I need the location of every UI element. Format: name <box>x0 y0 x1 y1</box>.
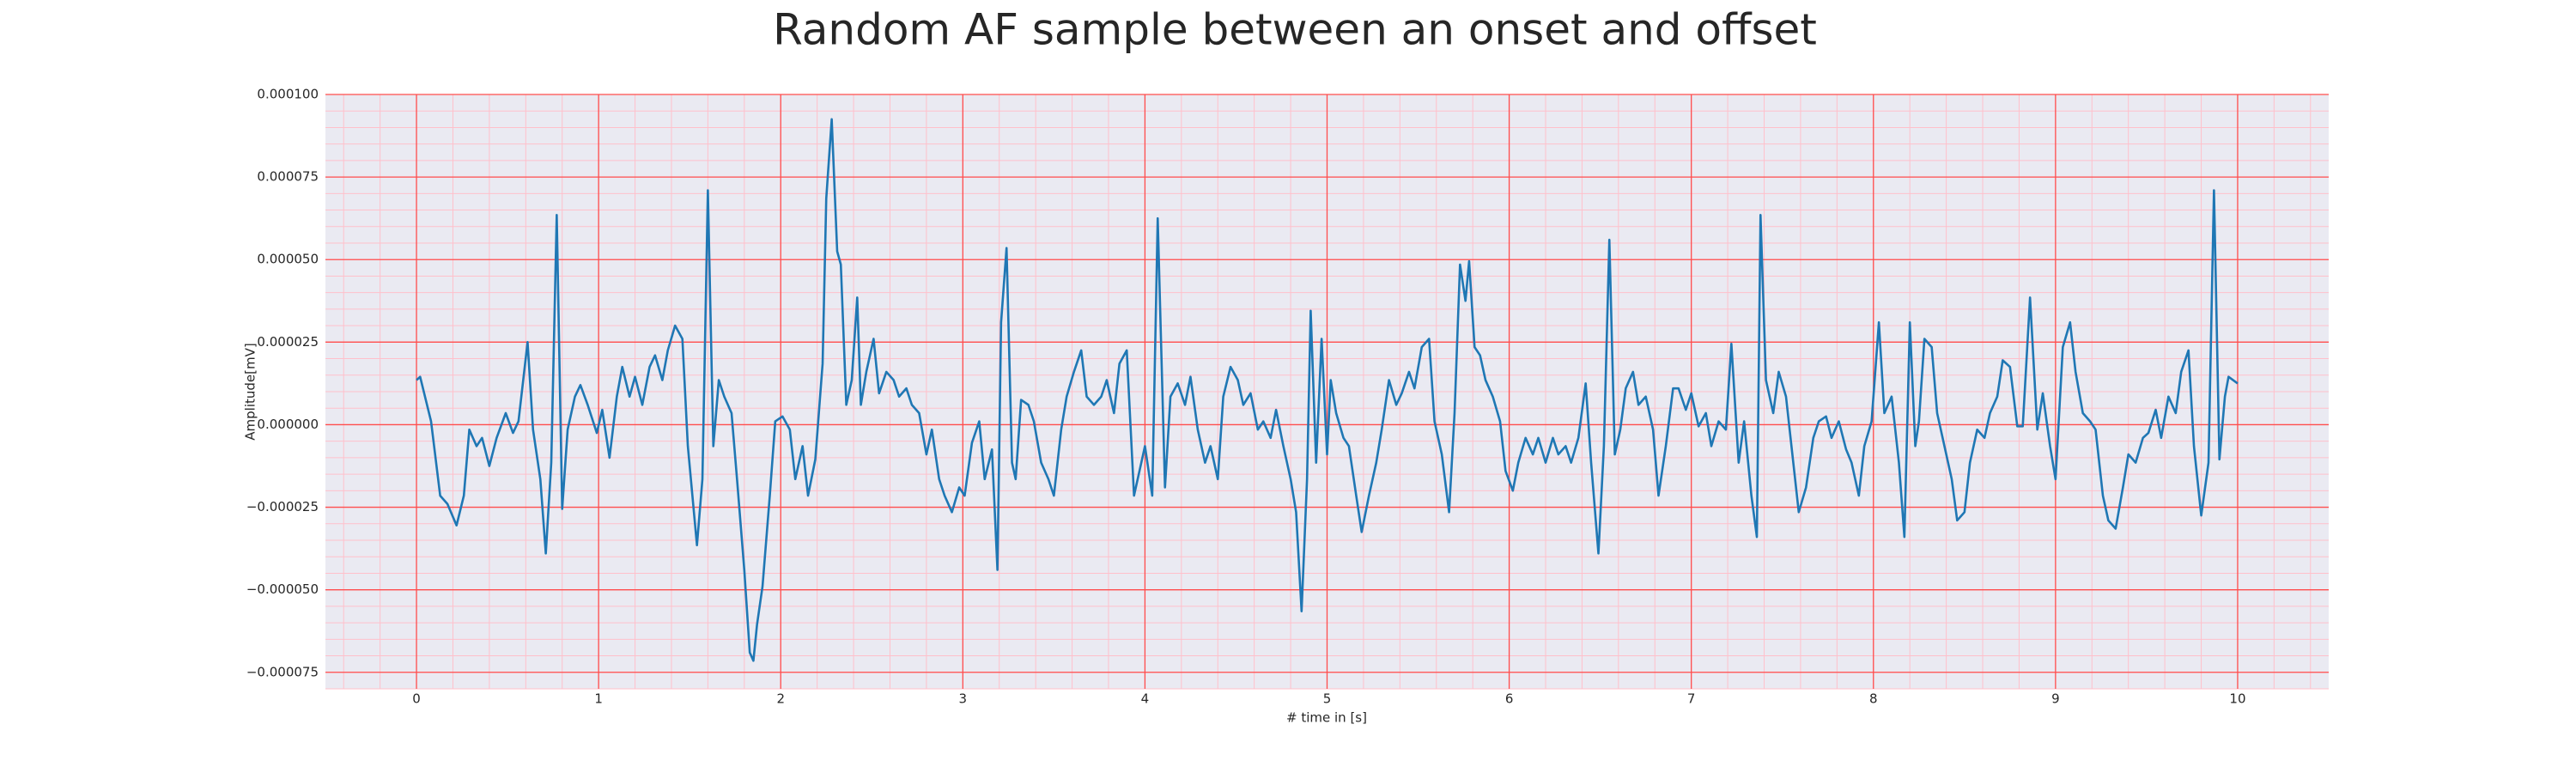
x-tick-label: 1 <box>594 691 603 707</box>
series <box>416 118 2239 662</box>
x-axis-label: # time in [s] <box>1286 710 1367 726</box>
x-tick-label: 10 <box>2229 691 2245 707</box>
y-axis-label: Amplitude[mV] <box>243 343 258 440</box>
y-tick-label: −0.000050 <box>246 581 319 597</box>
y-tick-label: −0.000025 <box>246 499 319 514</box>
x-tick-label: 6 <box>1505 691 1514 707</box>
chart-title: Random AF sample between an onset and of… <box>773 5 1817 55</box>
x-tick-label: 9 <box>2051 691 2060 707</box>
y-tick-label: −0.000075 <box>246 664 319 679</box>
x-tick-label: 0 <box>412 691 421 707</box>
y-tick-label: 0.000050 <box>257 252 319 267</box>
x-tick-label: 8 <box>1869 691 1878 707</box>
x-tick-label: 7 <box>1687 691 1696 707</box>
y-tick-label: 0.000075 <box>257 169 319 185</box>
x-tick-label: 4 <box>1141 691 1150 707</box>
x-tick-label: 2 <box>776 691 785 707</box>
y-tick-label: 0.000025 <box>257 334 319 350</box>
line-series <box>416 118 2239 662</box>
y-tick-label: 0.000000 <box>257 417 319 432</box>
x-tick-label: 5 <box>1323 691 1332 707</box>
y-tick-label: 0.000100 <box>257 87 319 102</box>
major-grid <box>325 94 2329 689</box>
x-tick-label: 3 <box>959 691 968 707</box>
